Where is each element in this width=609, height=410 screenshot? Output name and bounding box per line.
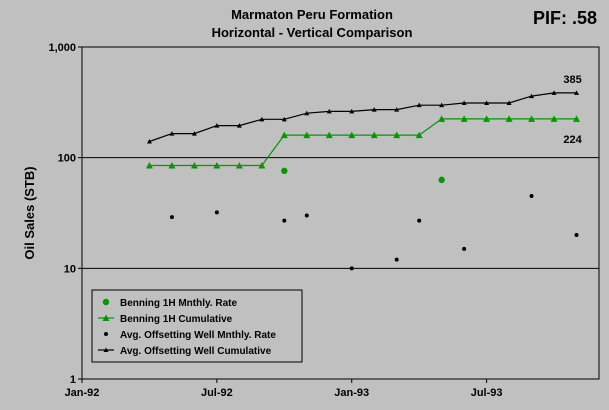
- data-point: [190, 161, 198, 169]
- chart-subtitle: Horizontal - Vertical Comparison: [212, 25, 413, 40]
- data-point: [169, 215, 174, 220]
- series-line: [149, 118, 577, 167]
- data-label: 224: [563, 134, 582, 146]
- legend-entry: Benning 1H Mnthly. Rate: [102, 298, 237, 309]
- y-tick-label: 1,000: [48, 42, 76, 54]
- data-point: [439, 102, 445, 108]
- data-point: [462, 246, 467, 251]
- data-point: [573, 115, 581, 122]
- data-point: [417, 218, 422, 223]
- data-point: [550, 115, 558, 122]
- data-point: [528, 115, 536, 122]
- data-point: [282, 218, 287, 223]
- data-point: [371, 107, 377, 112]
- y-axis: 1 10 100 1,000: [48, 42, 82, 386]
- annotations: 385 224: [563, 74, 582, 146]
- data-point: [394, 107, 400, 112]
- series-line: [149, 92, 577, 143]
- data-point: [169, 131, 175, 136]
- data-point: [214, 210, 219, 215]
- y-axis-label: Oil Sales (STB): [22, 166, 37, 259]
- plot-area: [81, 46, 600, 380]
- legend-swatch-marker: [102, 314, 110, 321]
- data-point: [529, 194, 534, 199]
- legend-swatch-marker: [103, 347, 109, 352]
- series-3: [146, 90, 580, 144]
- data-point: [236, 123, 242, 128]
- data-point: [460, 115, 468, 122]
- data-point: [574, 233, 579, 238]
- series-0: [281, 167, 445, 184]
- x-tick-label: Jan-92: [65, 387, 100, 399]
- data-point: [438, 115, 446, 122]
- y-tick-label: 10: [64, 263, 76, 275]
- data-point: [168, 161, 176, 169]
- data-point: [438, 176, 445, 184]
- legend-box: [91, 289, 303, 363]
- data-point: [258, 161, 266, 169]
- data-point: [416, 102, 422, 108]
- pif-badge: PIF: .58: [533, 8, 597, 28]
- data-point: [146, 138, 152, 144]
- grid-lines: [82, 157, 599, 269]
- x-tick-label: Jan-93: [334, 387, 369, 399]
- y-tick-label: 1: [70, 374, 76, 386]
- data-point: [483, 115, 491, 122]
- plot-border: [81, 46, 600, 380]
- data-point: [505, 115, 513, 122]
- data-point: [461, 100, 467, 105]
- data-point: [280, 131, 288, 139]
- legend-entry: Benning 1H Cumulative: [98, 314, 233, 325]
- data-point: [484, 100, 490, 105]
- data-point: [235, 161, 243, 169]
- legend-label: Avg. Offsetting Well Mnthly. Rate: [120, 330, 276, 341]
- x-axis: Jan-92 Jul-92 Jan-93 Jul-93: [65, 379, 503, 399]
- data-point: [303, 131, 311, 139]
- data-point: [349, 266, 354, 271]
- data-point: [415, 131, 423, 139]
- x-tick-label: Jul-93: [471, 387, 503, 399]
- legend-label: Benning 1H Cumulative: [120, 314, 233, 325]
- data-label: 385: [563, 74, 581, 86]
- data-point: [370, 131, 378, 139]
- data-point: [325, 131, 333, 139]
- data-point: [349, 108, 355, 114]
- series-2: [169, 194, 579, 271]
- data-point: [506, 100, 512, 105]
- x-tick-label: Jul-92: [201, 387, 233, 399]
- data-point: [394, 257, 399, 262]
- series-1: [145, 115, 581, 169]
- data-point: [529, 93, 535, 99]
- y-tick-label: 100: [58, 153, 76, 165]
- data-point: [145, 161, 153, 169]
- data-point: [213, 161, 221, 169]
- data-point: [304, 110, 310, 116]
- data-point: [214, 123, 220, 128]
- legend-swatch-marker: [102, 298, 110, 306]
- legend-entry: Avg. Offsetting Well Cumulative: [98, 346, 272, 357]
- series-layer: [145, 90, 581, 271]
- data-point: [259, 116, 265, 122]
- data-point: [281, 167, 288, 175]
- data-point: [551, 90, 557, 95]
- legend: Benning 1H Mnthly. Rate Benning 1H Cumula…: [91, 289, 303, 363]
- data-point: [304, 213, 309, 218]
- legend-label: Avg. Offsetting Well Cumulative: [120, 346, 272, 357]
- data-point: [281, 116, 287, 122]
- data-point: [393, 131, 401, 139]
- legend-label: Benning 1H Mnthly. Rate: [120, 298, 237, 309]
- chart-title: Marmaton Peru Formation: [231, 7, 393, 22]
- data-point: [574, 90, 580, 95]
- legend-swatch-marker: [104, 332, 108, 336]
- data-point: [326, 108, 332, 114]
- data-point: [191, 131, 197, 136]
- data-point: [348, 131, 356, 139]
- legend-entry: Avg. Offsetting Well Mnthly. Rate: [104, 330, 276, 341]
